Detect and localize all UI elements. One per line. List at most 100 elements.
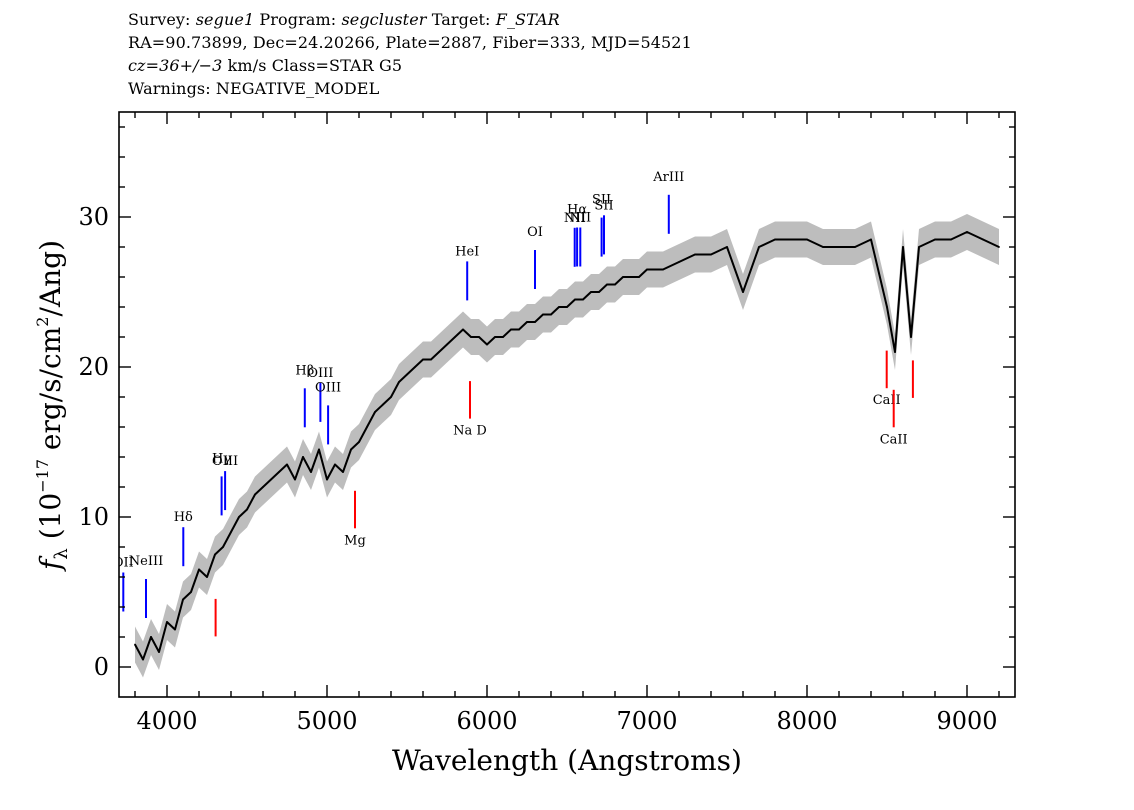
spectrum-point [910,336,912,338]
emission-line-label: SII [592,193,611,208]
survey-label: Survey: [128,10,196,29]
spectrum-point [286,463,288,466]
emission-line-label: OIII [315,380,341,395]
spectrum-point [214,553,216,556]
spectrum-point [662,268,664,271]
error-band [135,214,999,678]
cz-value: cz=36+/−3 [128,56,223,75]
spectrum-point [246,508,248,511]
emission-line-label: ArIII [652,170,684,185]
spectrum-point [558,306,560,308]
spectrum-point [590,291,592,293]
y-tick-label: 10 [78,503,109,531]
spectrum-point [134,643,136,646]
emission-line-label: NII [569,211,591,226]
axis-ticks-layer [119,112,1015,697]
spectrum-point [790,238,792,241]
spectrum-point [534,321,536,323]
spectrum-point [886,306,888,308]
spectrum-point [630,276,632,278]
header-line-coordinates: RA=90.73899, Dec=24.20266, Plate=2887, F… [128,33,692,52]
spectrum-point [198,568,200,571]
header-line-warnings: Warnings: NEGATIVE_MODEL [128,79,380,98]
spectrum-point [950,238,952,241]
spectrum-point [566,306,568,308]
survey-value: segue1 [195,10,255,29]
y-axis-title-sub: λ [51,548,72,559]
y-axis-title-exp1: −17 [33,459,52,493]
class-text: km/s Class=STAR G5 [222,56,403,75]
spectrum-point [206,576,208,578]
emission-line-label: Hβ [295,363,314,378]
spectrum-point [606,283,608,286]
y-axis-title-mid: erg/s/cm [34,327,67,459]
spectrum-point [774,238,776,241]
spectrum-point [182,598,184,601]
spectrum-point [422,358,424,361]
spectrum-point [414,366,416,368]
spectrum-point [894,351,896,353]
spectrum-point [174,628,176,631]
spectrum-point [302,456,304,458]
emission-line-label: NeIII [129,554,163,569]
error-band-layer [135,214,999,678]
y-tick-label: 20 [78,353,109,381]
spectrum-point [382,403,384,406]
spectrum-point [870,238,872,241]
spectrum-point [622,276,624,278]
spectrum-point [254,493,256,496]
absorption-line-label: Mg [344,533,366,548]
spectrum-point [502,336,504,338]
spectrum-point [158,651,160,653]
spectrum-point [262,486,264,488]
spectrum-point [478,336,480,338]
spectrum-point [462,328,464,331]
emission-line-label: HeI [455,244,479,259]
x-tick-label: 4000 [136,707,197,735]
absorption-line-label: CaII [873,393,901,408]
axis-labels-layer: 4000 5000 6000 7000 8000 9000 0 10 20 30 [78,203,997,735]
target-value: F_STAR [495,10,560,29]
spectrum-point [518,328,520,331]
spectrum-point [638,276,640,278]
spectrum-point [550,313,552,316]
emission-line-label: NII [564,211,586,226]
spectrum-header: Survey: segue1 Program: segcluster Targe… [128,8,692,100]
spectrum-point [358,441,360,443]
spectrum-point [966,231,968,233]
spectrum-point [726,246,728,248]
spectrum-point [398,381,400,383]
spectrum-point [982,238,984,241]
spectrum-point [366,426,368,428]
spectrum-point [678,261,680,263]
absorption-line-label: CaII [880,432,908,447]
spectrum-point [454,336,456,338]
spectrum-point [510,328,512,331]
emission-line-label: OIII [212,454,238,469]
x-tick-label: 8000 [776,707,837,735]
spectrum-point [822,246,824,248]
x-axis-title: Wavelength (Angstroms) [392,744,742,777]
emission-line-label: Hγ [212,451,231,466]
y-tick-label: 0 [94,653,109,681]
x-tick-label: 5000 [296,707,357,735]
spectrum-point [806,238,808,241]
spectrum-point [582,298,584,301]
spectrum-point [390,396,392,398]
emission-line-label: OI [527,225,543,240]
spectrum-point [446,343,448,346]
spectrum-point [238,516,240,518]
spectrum-point [406,373,408,376]
spectrum-point [270,478,272,481]
spectrum-point [150,636,152,638]
spectrum-point [342,471,344,473]
y-axis-title-exp2: 2 [33,317,52,327]
spectrum-point [142,658,144,661]
spectrum-point [222,546,224,548]
spectrum-series-layer [134,231,1000,661]
spectrum-point [838,246,840,248]
spectrum-point [598,291,600,293]
spectrum-point [758,246,760,248]
spectral-lines-layer: OIINeIIIHδHγOIIIHβOIIIOIIIHeIOINIIHαNIIS… [119,170,914,637]
